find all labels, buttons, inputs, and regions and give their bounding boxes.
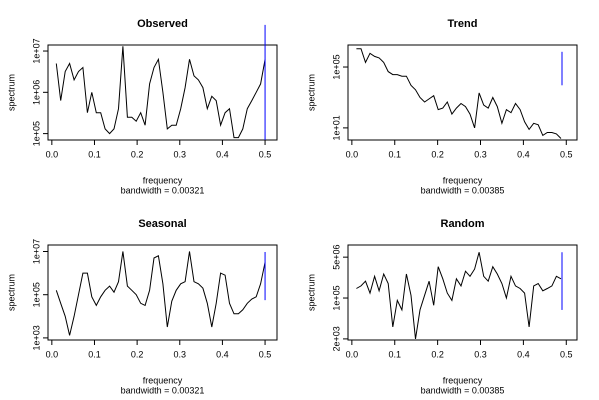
x-tick-label: 0.5 [560, 149, 573, 159]
bandwidth-label: bandwidth = 0.00385 [421, 385, 505, 395]
bandwidth-label: bandwidth = 0.00321 [121, 185, 205, 195]
x-axis-label: frequency [443, 375, 483, 385]
x-tick-label: 0.2 [431, 149, 444, 159]
x-tick-label: 0.3 [174, 149, 187, 159]
x-tick-label: 0.4 [517, 149, 530, 159]
x-tick-label: 0.1 [388, 349, 401, 359]
x-tick-label: 0.4 [216, 349, 229, 359]
x-tick-label: 0.2 [131, 149, 144, 159]
y-tick-label: 1e+05 [31, 282, 41, 307]
y-tick-label: 1e+07 [31, 239, 41, 264]
x-axis-label: frequency [443, 175, 483, 185]
x-tick-label: 0.3 [174, 349, 187, 359]
panel-title: Observed [137, 18, 188, 30]
spectrum-line [356, 48, 562, 139]
plot-box [47, 244, 278, 341]
x-tick-label: 0.5 [560, 349, 573, 359]
x-tick-label: 0.4 [216, 149, 229, 159]
x-tick-label: 0.2 [431, 349, 444, 359]
x-tick-label: 0.0 [46, 349, 59, 359]
x-tick-label: 0.1 [88, 349, 101, 359]
x-axis-label: frequency [143, 175, 183, 185]
y-tick-label: 2e+03 [331, 326, 341, 351]
y-tick-label: 1e+01 [331, 115, 341, 140]
y-tick-label: 1e+03 [31, 325, 41, 350]
y-tick-label: 1e+05 [331, 54, 341, 79]
x-tick-label: 0.5 [259, 349, 272, 359]
y-tick-label: 1e+07 [31, 38, 41, 63]
y-axis-label: spectrum [306, 74, 316, 111]
x-tick-label: 0.1 [388, 149, 401, 159]
y-tick-label: 1e+05 [31, 121, 41, 146]
panel-title: Random [441, 218, 485, 230]
y-tick-label: 5e+06 [331, 245, 341, 270]
spectrum-line [55, 251, 266, 336]
y-axis-label: spectrum [6, 274, 16, 311]
y-axis-label: spectrum [306, 274, 316, 311]
x-tick-label: 0.4 [517, 349, 530, 359]
panel-title: Seasonal [138, 218, 186, 230]
bandwidth-label: bandwidth = 0.00321 [121, 385, 205, 395]
x-tick-label: 0.0 [346, 149, 359, 159]
x-axis-label: frequency [143, 375, 183, 385]
x-tick-label: 0.3 [474, 349, 487, 359]
x-tick-label: 0.2 [131, 349, 144, 359]
panel-title: Trend [448, 18, 478, 30]
spectrum-line [55, 46, 266, 139]
x-tick-label: 0.0 [346, 349, 359, 359]
y-axis-label: spectrum [6, 74, 16, 111]
x-tick-label: 0.3 [474, 149, 487, 159]
x-tick-label: 0.5 [259, 149, 272, 159]
x-tick-label: 0.0 [46, 149, 59, 159]
y-tick-label: 1e+05 [331, 285, 341, 310]
bandwidth-label: bandwidth = 0.00385 [421, 185, 505, 195]
plot-box [347, 244, 578, 341]
x-tick-label: 0.1 [88, 149, 101, 159]
y-tick-label: 1e+06 [31, 80, 41, 105]
spectrum-line [356, 252, 562, 339]
plot-box [347, 44, 578, 141]
